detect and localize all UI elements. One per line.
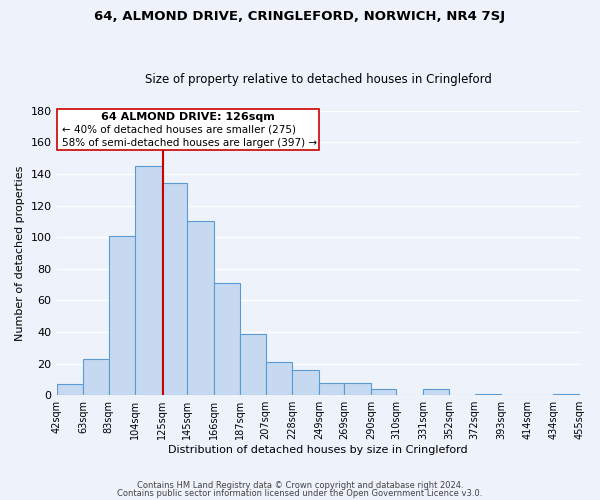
Bar (162, 184, 187, 395)
Bar (475, 394, 502, 395)
Text: Contains HM Land Registry data © Crown copyright and database right 2024.: Contains HM Land Registry data © Crown c… (137, 481, 463, 490)
Bar (423, 389, 449, 395)
Text: Contains public sector information licensed under the Open Government Licence v3: Contains public sector information licen… (118, 488, 482, 498)
Bar (56, 384, 83, 395)
Bar (292, 370, 319, 395)
Bar (83, 359, 109, 395)
Title: Size of property relative to detached houses in Cringleford: Size of property relative to detached ho… (145, 73, 492, 86)
Bar (319, 382, 344, 395)
Bar (266, 362, 292, 395)
Bar (241, 334, 266, 395)
Bar (371, 389, 396, 395)
Bar (109, 236, 135, 395)
Bar (553, 394, 580, 395)
Bar (187, 222, 214, 395)
Bar (135, 166, 162, 395)
Text: 58% of semi-detached houses are larger (397) →: 58% of semi-detached houses are larger (… (62, 138, 317, 148)
Text: 64, ALMOND DRIVE, CRINGLEFORD, NORWICH, NR4 7SJ: 64, ALMOND DRIVE, CRINGLEFORD, NORWICH, … (94, 10, 506, 23)
Bar (344, 382, 371, 395)
X-axis label: Distribution of detached houses by size in Cringleford: Distribution of detached houses by size … (169, 445, 468, 455)
Y-axis label: Number of detached properties: Number of detached properties (15, 166, 25, 340)
Text: ← 40% of detached houses are smaller (275): ← 40% of detached houses are smaller (27… (62, 125, 296, 135)
Bar (56, 109, 319, 150)
Text: 64 ALMOND DRIVE: 126sqm: 64 ALMOND DRIVE: 126sqm (101, 112, 275, 122)
Bar (214, 283, 241, 395)
